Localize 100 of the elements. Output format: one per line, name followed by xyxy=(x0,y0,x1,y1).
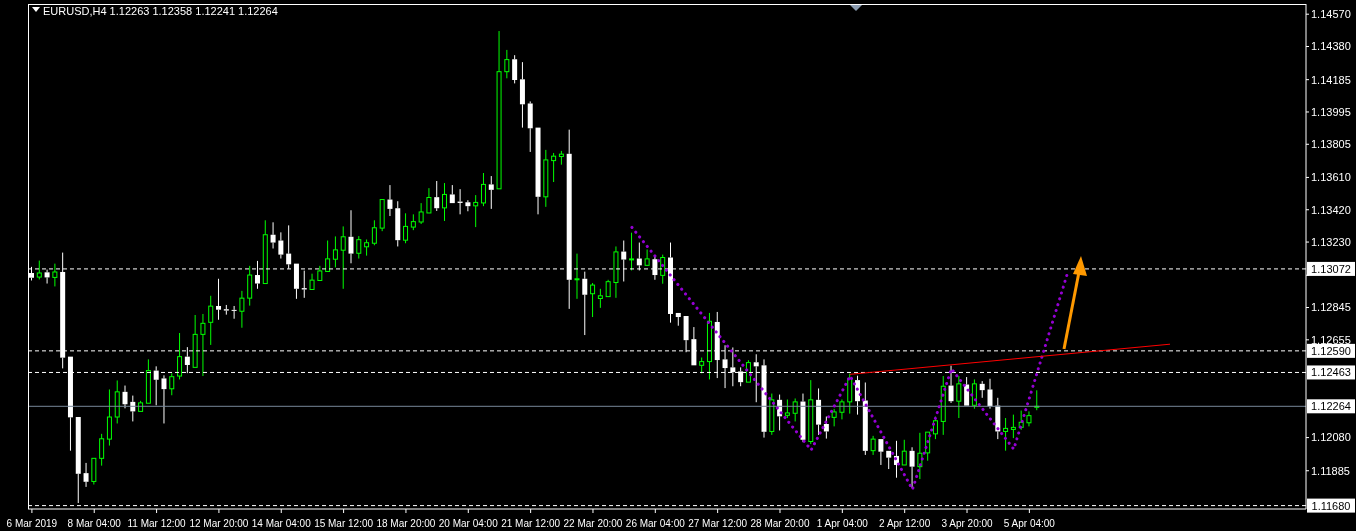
y-tick-label: 1.14185 xyxy=(1311,73,1351,86)
candlestick xyxy=(644,249,650,266)
candlestick xyxy=(878,439,884,466)
candlestick xyxy=(395,200,401,247)
x-tick-label: 12 Mar 20:00 xyxy=(189,518,249,529)
candlestick xyxy=(862,381,868,456)
candlestick xyxy=(543,149,549,208)
candlestick xyxy=(1026,410,1032,427)
candlestick xyxy=(278,231,284,260)
x-tick-label: 2 Apr 12:00 xyxy=(879,518,931,529)
candlestick xyxy=(122,385,128,409)
candlestick xyxy=(675,312,681,327)
candlestick xyxy=(223,304,229,316)
ref-line-label: 1.11680 xyxy=(1311,499,1351,512)
candlestick xyxy=(613,245,619,299)
candlestick xyxy=(535,127,541,215)
candlestick xyxy=(418,202,424,225)
y-tick-label: 1.12655 xyxy=(1311,333,1351,346)
candlestick xyxy=(106,388,112,447)
y-tick-label: 1.11885 xyxy=(1311,464,1350,477)
candlestick xyxy=(979,380,985,399)
candlestick xyxy=(348,209,354,264)
y-tick-label: 1.14380 xyxy=(1311,40,1351,53)
candlestick xyxy=(426,187,432,214)
candlestick xyxy=(449,184,455,204)
candlestick xyxy=(496,30,502,190)
candlestick xyxy=(169,372,175,396)
candlestick xyxy=(161,374,167,424)
candlestick xyxy=(75,417,81,504)
candlestick xyxy=(216,278,222,321)
candlestick xyxy=(917,432,923,480)
candlestick xyxy=(800,393,806,443)
candlestick xyxy=(831,408,837,427)
x-tick-label: 27 Mar 12:00 xyxy=(688,518,748,529)
candlestick xyxy=(239,290,245,329)
candlestick xyxy=(964,376,970,406)
candlestick xyxy=(200,313,206,377)
y-tick-label: 1.12080 xyxy=(1311,431,1351,444)
x-tick-label: 6 Mar 2019 xyxy=(6,518,58,529)
x-tick-label: 22 Mar 20:00 xyxy=(563,518,623,529)
chart-title: EURUSD,H4 1.12263 1.12358 1.12241 1.12264 xyxy=(43,5,278,17)
candlestick xyxy=(488,175,494,210)
candlestick xyxy=(473,194,479,228)
x-tick-label: 26 Mar 04:00 xyxy=(625,518,686,529)
x-tick-label: 15 Mar 12:00 xyxy=(314,518,374,529)
x-tick-label: 11 Mar 12:00 xyxy=(127,518,187,529)
y-tick-label: 1.13420 xyxy=(1311,203,1351,216)
x-tick-label: 3 Apr 20:00 xyxy=(941,518,994,529)
candlestick xyxy=(574,253,580,300)
candlestick xyxy=(551,152,557,183)
candlestick xyxy=(512,54,518,84)
y-tick-label: 1.13610 xyxy=(1311,171,1351,184)
candlestick xyxy=(52,263,58,287)
x-tick-label: 5 Apr 04:00 xyxy=(1003,518,1056,529)
candlestick xyxy=(44,269,50,285)
candlestick xyxy=(886,450,892,470)
candlestick xyxy=(870,435,876,456)
y-tick-label: 1.12845 xyxy=(1311,301,1351,314)
ref-line-label: 1.12590 xyxy=(1311,344,1351,357)
x-tick-label: 8 Mar 04:00 xyxy=(67,518,122,529)
candlestick xyxy=(839,399,845,420)
y-tick-label: 1.13995 xyxy=(1311,105,1351,118)
ref-line-label: 1.12264 xyxy=(1311,400,1351,413)
candlestick xyxy=(262,219,268,285)
x-tick-label: 21 Mar 12:00 xyxy=(501,518,561,529)
candlestick xyxy=(192,314,198,368)
candlestick xyxy=(909,446,915,489)
x-tick-label: 18 Mar 20:00 xyxy=(376,518,436,529)
candlestick xyxy=(364,239,370,257)
candlestick xyxy=(519,61,525,129)
ref-line-label: 1.13072 xyxy=(1311,262,1351,275)
candlestick xyxy=(527,100,533,153)
y-tick-label: 1.14570 xyxy=(1311,8,1351,21)
x-tick-label: 1 Apr 04:00 xyxy=(816,518,869,529)
candlestick xyxy=(987,378,993,410)
candlestick xyxy=(745,359,751,383)
candlestick xyxy=(940,375,946,436)
candlestick xyxy=(387,184,393,217)
candlestick xyxy=(504,49,510,79)
x-tick-label: 20 Mar 04:00 xyxy=(438,518,499,529)
candlestick xyxy=(465,199,471,212)
candlestick xyxy=(948,365,954,404)
candlestick xyxy=(434,180,440,212)
candlestick xyxy=(270,221,276,250)
y-tick-label: 1.13230 xyxy=(1311,235,1351,248)
candlestick xyxy=(442,182,448,222)
candlestick xyxy=(1003,417,1009,452)
candlestick xyxy=(901,439,907,466)
x-tick-label: 14 Mar 04:00 xyxy=(251,518,312,529)
candlestick xyxy=(91,457,97,486)
candlestick xyxy=(582,271,588,336)
candlestick xyxy=(208,295,214,346)
candlestick xyxy=(340,225,346,290)
candlestick xyxy=(325,240,331,272)
x-tick-label: 28 Mar 20:00 xyxy=(750,518,810,529)
y-tick-label: 1.13805 xyxy=(1311,138,1351,151)
line-series xyxy=(630,225,1070,491)
candlestick xyxy=(231,305,237,320)
candlestick xyxy=(816,387,822,436)
ref-line-label: 1.12463 xyxy=(1311,366,1351,379)
